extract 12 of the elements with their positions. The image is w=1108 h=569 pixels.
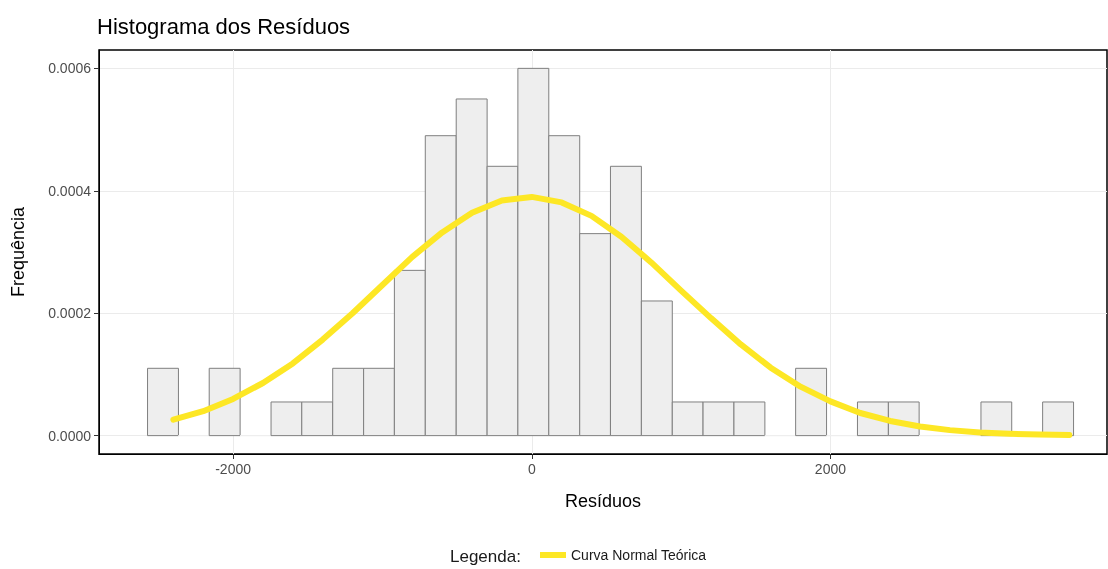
y-axis-title: Frequência — [8, 205, 28, 298]
chart-title: Histograma dos Resíduos — [97, 13, 351, 39]
x-axis-title: Resíduos — [564, 491, 642, 511]
y-tick-label: 0.0002 — [48, 305, 92, 322]
legend-title: Legenda: — [450, 547, 521, 566]
x-tick-label: 0 — [527, 461, 536, 477]
legend-label: Curva Normal Teórica — [571, 547, 707, 563]
y-tick-label: 0.0000 — [48, 427, 92, 444]
x-tick-label: 2000 — [814, 461, 847, 477]
y-tick-label: 0.0006 — [48, 60, 92, 77]
y-tick-label: 0.0004 — [48, 182, 92, 199]
x-tick-label: -2000 — [215, 461, 252, 477]
